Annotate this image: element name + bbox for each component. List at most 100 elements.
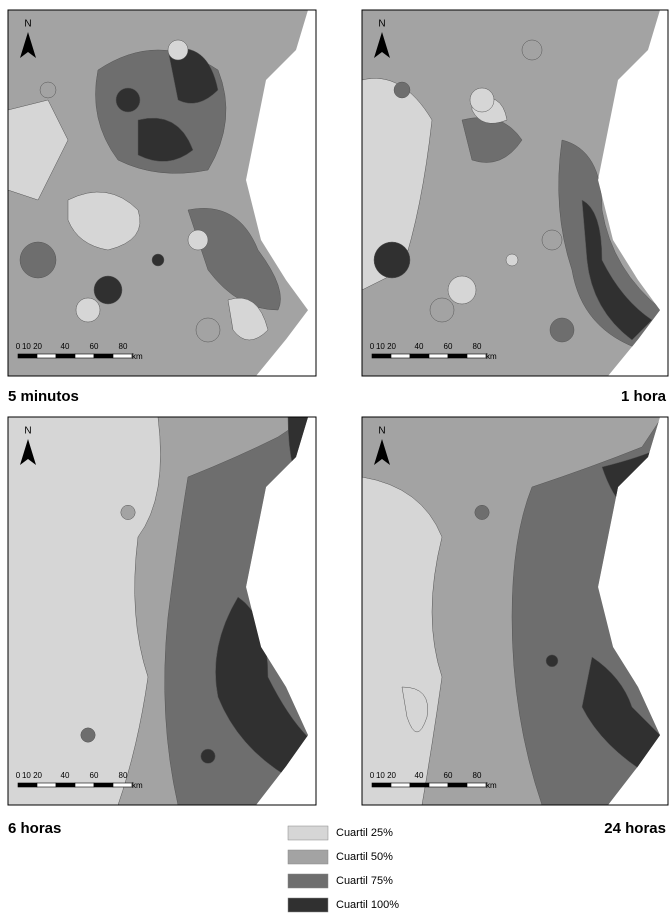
scale-label: 40 <box>61 771 70 780</box>
scale-seg <box>56 783 75 787</box>
panel-title: 5 minutos <box>8 388 79 405</box>
north-label: N <box>378 426 385 437</box>
scale-label: 60 <box>444 342 453 351</box>
scale-seg <box>410 783 429 787</box>
zone-patch <box>506 254 518 266</box>
zone-patch <box>542 230 562 250</box>
zone-patch <box>196 318 220 342</box>
scale-label: 60 <box>90 342 99 351</box>
scale-seg <box>94 354 113 358</box>
scale-seg <box>75 354 94 358</box>
zone-patch <box>94 276 122 304</box>
scale-seg <box>429 354 448 358</box>
scale-seg <box>75 783 94 787</box>
scale-label: 40 <box>415 771 424 780</box>
zone-patch <box>448 276 476 304</box>
scale-label: 10 20 <box>376 771 397 780</box>
north-label: N <box>24 19 31 30</box>
zone-patch <box>20 242 56 278</box>
zone-patch <box>168 40 188 60</box>
zone-patch <box>76 298 100 322</box>
scale-label: 80 <box>473 771 482 780</box>
scale-seg <box>94 783 113 787</box>
scale-seg <box>448 354 467 358</box>
zone-patch <box>616 549 628 561</box>
scale-label: 60 <box>444 771 453 780</box>
legend-swatch <box>288 826 328 840</box>
scale-unit: km <box>486 352 497 361</box>
zone-patch <box>394 82 410 98</box>
scale-seg <box>18 783 37 787</box>
zone-patch <box>522 40 542 60</box>
scale-label: 10 20 <box>22 771 43 780</box>
scale-seg <box>37 354 56 358</box>
scale-seg <box>18 354 37 358</box>
scale-label: 0 <box>370 771 375 780</box>
panel-title: 6 horas <box>8 820 61 837</box>
scale-seg <box>56 354 75 358</box>
legend-label: Cuartil 25% <box>336 827 393 839</box>
north-label: N <box>24 426 31 437</box>
zone-patch <box>188 230 208 250</box>
scale-label: 10 20 <box>22 342 43 351</box>
zone-patch <box>152 254 164 266</box>
zone-patch <box>116 88 140 112</box>
map-panel: N 010 20 40 60 80 km <box>362 417 668 805</box>
scale-unit: km <box>132 352 143 361</box>
scale-label: 60 <box>90 771 99 780</box>
zone-patch <box>612 130 632 150</box>
legend-label: Cuartil 75% <box>336 875 393 887</box>
legend-swatch <box>288 850 328 864</box>
scale-label: 0 <box>16 342 21 351</box>
north-label: N <box>378 19 385 30</box>
scale-label: 40 <box>61 342 70 351</box>
zone-patch <box>550 318 574 342</box>
zone-patch <box>430 298 454 322</box>
zone-patch <box>201 749 215 763</box>
scale-seg <box>467 354 486 358</box>
zone-patch <box>81 728 95 742</box>
scale-label: 10 20 <box>376 342 397 351</box>
scale-label: 40 <box>415 342 424 351</box>
scale-seg <box>391 783 410 787</box>
scale-unit: km <box>486 781 497 790</box>
scale-seg <box>429 783 448 787</box>
scale-seg <box>113 354 132 358</box>
scale-seg <box>410 354 429 358</box>
scale-label: 80 <box>119 342 128 351</box>
legend-swatch <box>288 874 328 888</box>
zone-patch <box>470 88 494 112</box>
zone-patch <box>374 242 410 278</box>
scale-seg <box>391 354 410 358</box>
scale-seg <box>113 783 132 787</box>
land <box>8 10 316 376</box>
scale-label: 0 <box>16 771 21 780</box>
scale-seg <box>37 783 56 787</box>
land <box>362 10 668 376</box>
scale-seg <box>372 354 391 358</box>
legend-label: Cuartil 100% <box>336 899 399 911</box>
panel-title: 24 horas <box>604 820 666 837</box>
zone <box>362 477 442 805</box>
land <box>362 417 668 805</box>
panel-title: 1 hora <box>621 388 667 405</box>
scale-seg <box>372 783 391 787</box>
legend-label: Cuartil 50% <box>336 851 393 863</box>
scale-seg <box>467 783 486 787</box>
scale-seg <box>448 783 467 787</box>
zone-patch <box>40 82 56 98</box>
zone-patch <box>258 130 278 150</box>
scale-label: 80 <box>119 771 128 780</box>
scale-unit: km <box>132 781 143 790</box>
scale-label: 0 <box>370 342 375 351</box>
figure: N010 20406080km5 minutosN010 20406080km1… <box>0 0 670 913</box>
zone-patch <box>546 655 558 667</box>
scale-label: 80 <box>473 342 482 351</box>
legend-swatch <box>288 898 328 912</box>
zone-patch <box>121 505 135 519</box>
land <box>8 417 316 805</box>
zone-patch <box>475 505 489 519</box>
